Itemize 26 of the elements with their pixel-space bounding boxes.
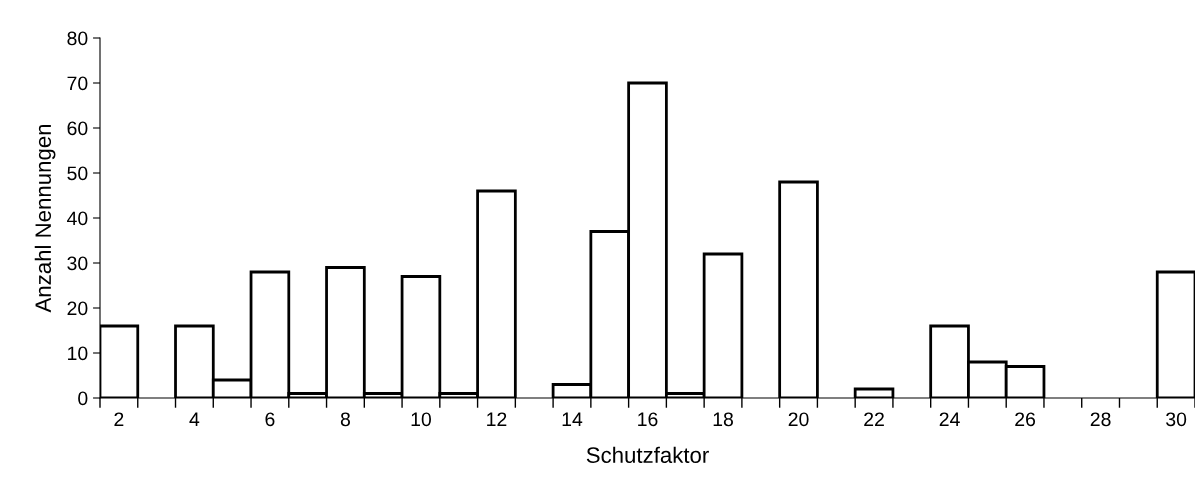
x-tick-label: 12 (487, 412, 507, 426)
x-tick-label: 26 (1015, 412, 1036, 427)
x-tick-label: 18 (713, 412, 733, 427)
y-tick-label: 0 (78, 391, 88, 406)
x-axis-title: Schutzfaktor (586, 446, 709, 463)
x-tick-label: 28 (1090, 412, 1111, 427)
x-tick-label: 2 (114, 412, 124, 426)
x-tick-label: 16 (638, 412, 658, 427)
x-tick-label: 8 (340, 412, 350, 427)
y-tick-label: 10 (68, 346, 88, 361)
y-axis-title: Anzahl Nennungen (34, 124, 56, 313)
x-tick-label: 10 (411, 412, 431, 427)
y-tick-label: 70 (67, 76, 88, 91)
x-tick-label: 14 (562, 412, 583, 426)
y-tick-label: 80 (67, 31, 88, 46)
y-tick-label: 40 (67, 211, 88, 226)
x-tick-label: 6 (265, 412, 275, 427)
x-tick-label: 4 (189, 412, 200, 426)
x-tick-label: 24 (939, 412, 960, 426)
x-tick-label: 22 (864, 412, 884, 426)
y-tick-label: 60 (67, 121, 88, 136)
y-tick-label: 20 (67, 301, 88, 316)
x-tick-label: 30 (1166, 412, 1187, 427)
x-tick-label: 20 (788, 412, 809, 427)
y-tick-label: 50 (67, 166, 88, 181)
y-tick-label: 30 (67, 256, 88, 271)
